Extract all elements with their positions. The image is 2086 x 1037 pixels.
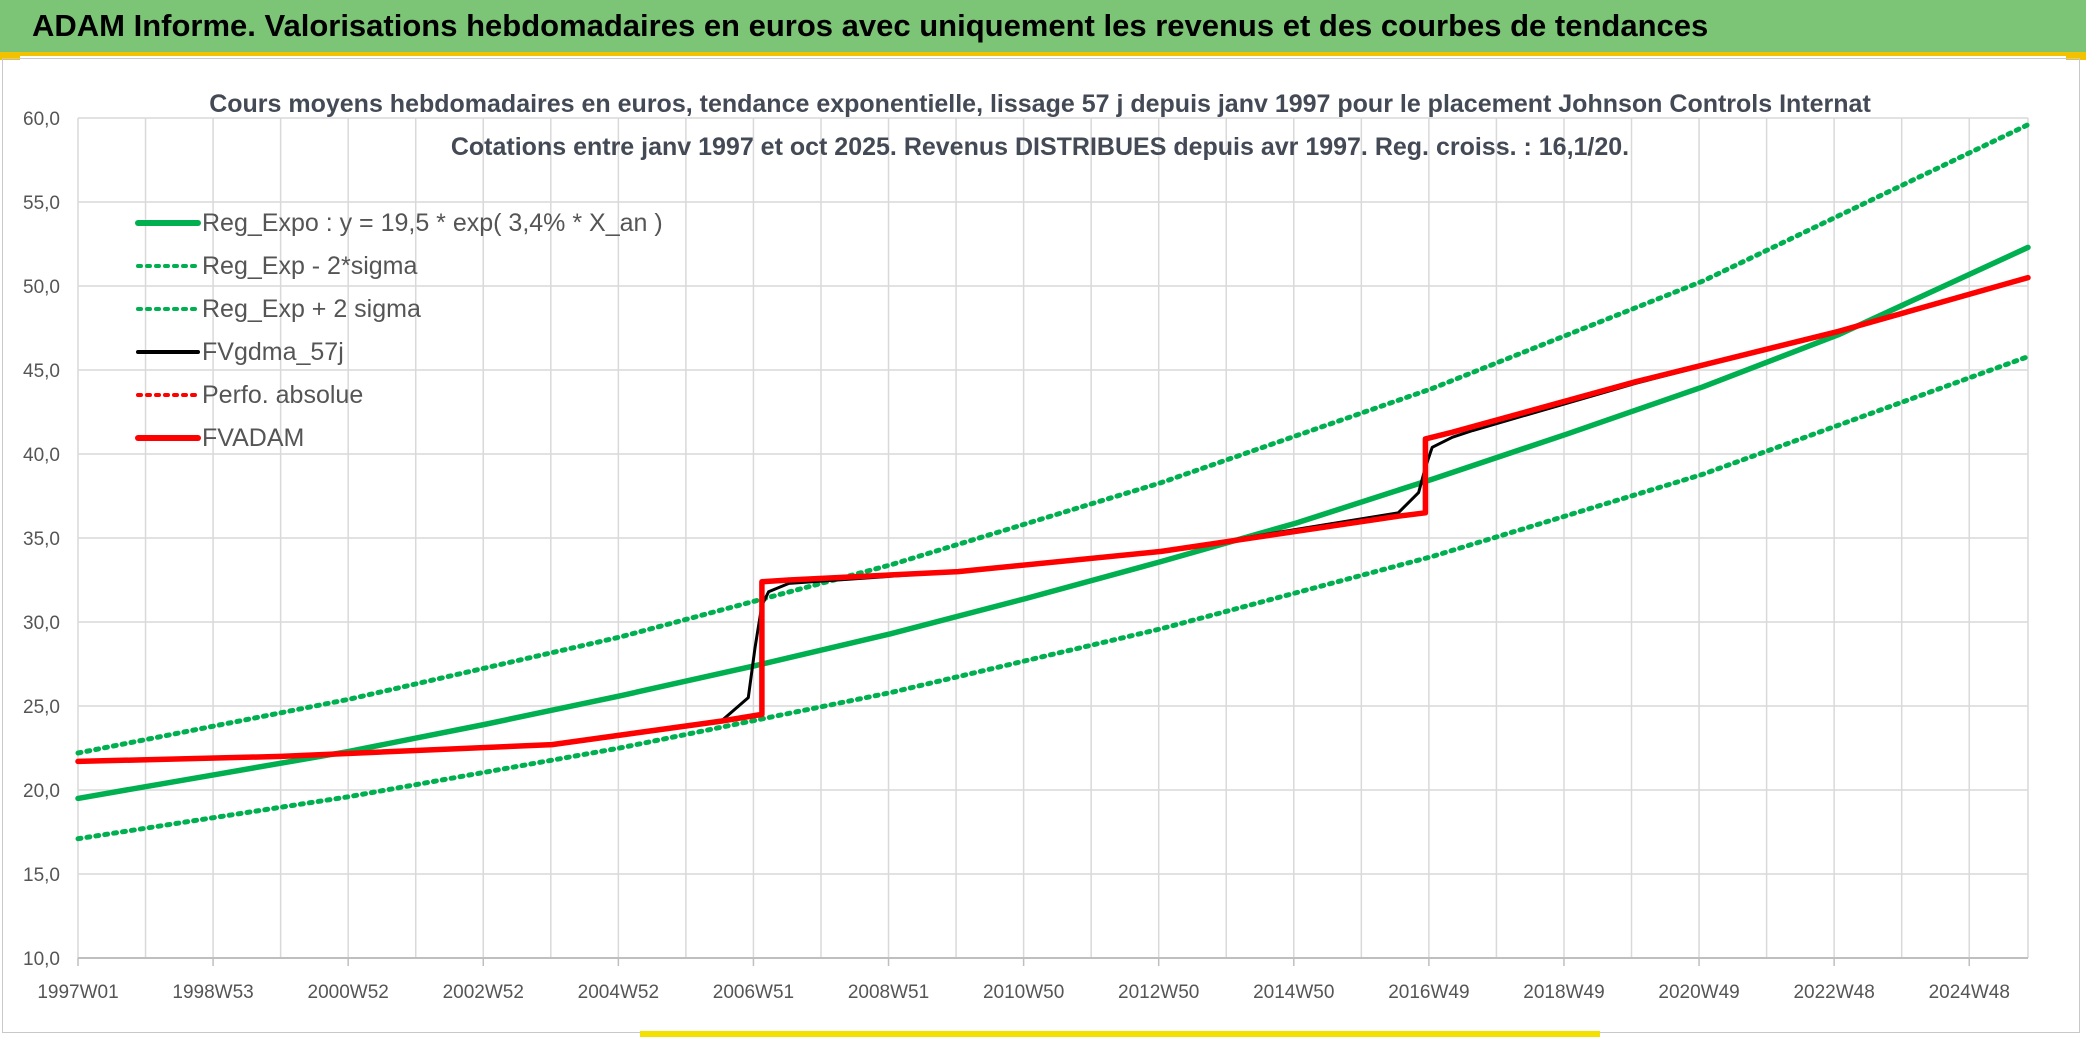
series-line-3: [76, 276, 2030, 763]
x-tick-label: 2014W50: [1253, 982, 1334, 1003]
y-tick-label: 45,0: [23, 361, 60, 382]
banner: ADAM Informe. Valorisations hebdomadaire…: [0, 0, 2086, 56]
legend-label: Reg_Expo : y = 19,5 * exp( 3,4% * X_an ): [202, 209, 663, 237]
grid-layer: [77, 117, 2029, 959]
series-line-1: [75, 354, 2031, 842]
y-tick-label: 25,0: [23, 697, 60, 718]
legend-label: Reg_Exp + 2 sigma: [202, 295, 421, 323]
legend-label: FVgdma_57j: [202, 338, 344, 366]
chart-subtitle: Cotations entre janv 1997 et oct 2025. R…: [451, 133, 1629, 161]
y-tick-label: 60,0: [23, 109, 60, 130]
x-tick-label: 2002W52: [443, 982, 524, 1003]
legend-label: FVADAM: [202, 424, 304, 452]
x-tick-label: 2004W52: [578, 982, 659, 1003]
legend: Reg_Expo : y = 19,5 * exp( 3,4% * X_an )…: [135, 209, 663, 452]
x-tick-label: 2006W51: [713, 982, 794, 1003]
series-line-0: [75, 244, 2031, 802]
y-tick-label: 15,0: [23, 865, 60, 886]
series-line-2: [75, 122, 2031, 756]
x-tick-label: 2018W49: [1523, 982, 1604, 1003]
x-tick-label: 2016W49: [1388, 982, 1469, 1003]
legend-label: Perfo. absolue: [202, 381, 363, 409]
bottom-accent-bar: [640, 1031, 1600, 1037]
y-tick-label: 20,0: [23, 781, 60, 802]
corner-marker-right: [2066, 52, 2086, 60]
x-tick-label: 2012W50: [1118, 982, 1199, 1003]
y-tick-label: 50,0: [23, 277, 60, 298]
axis-layer: 10,0 15,0 20,0 25,0 30,0 35,0 40,0 45,0 50,0 55,0…: [23, 109, 2028, 1003]
x-tick-label: 2008W51: [848, 982, 929, 1003]
banner-title: ADAM Informe. Valorisations hebdomadaire…: [32, 8, 1709, 43]
y-tick-label: 35,0: [23, 529, 60, 550]
series-line-5: [75, 274, 2031, 765]
x-tick-label: 2020W49: [1658, 982, 1739, 1003]
x-tick-label: 2000W52: [308, 982, 389, 1003]
chart-title: Cours moyens hebdomadaires en euros, ten…: [209, 90, 1871, 118]
y-tick-label: 30,0: [23, 613, 60, 634]
y-tick-label: 10,0: [23, 949, 60, 970]
y-tick-label: 55,0: [23, 193, 60, 214]
x-tick-label: 1997W01: [37, 982, 118, 1003]
y-tick-label: 40,0: [23, 445, 60, 466]
x-tick-label: 2010W50: [983, 982, 1064, 1003]
corner-marker-left: [0, 52, 20, 60]
x-tick-label: 2022W48: [1793, 982, 1874, 1003]
x-tick-label: 1998W53: [172, 982, 253, 1003]
legend-label: Reg_Exp - 2*sigma: [202, 252, 417, 280]
series-layer: [75, 122, 2031, 842]
x-tick-label: 2024W48: [1929, 982, 2010, 1003]
